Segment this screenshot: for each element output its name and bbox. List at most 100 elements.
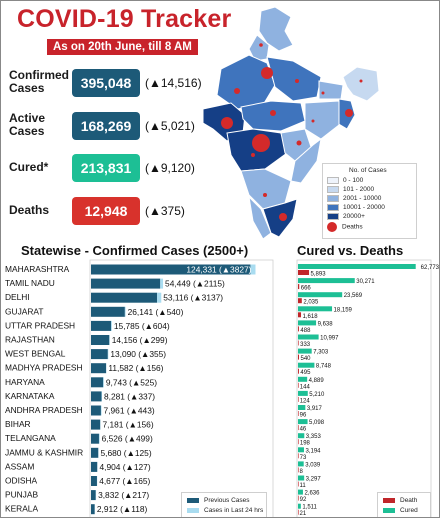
state-label: TELANGANA bbox=[5, 433, 56, 443]
bar-last24-cases bbox=[111, 320, 112, 331]
cured-deaths-chart-title: Cured vs. Deaths bbox=[297, 243, 404, 258]
death-data-label: 21 bbox=[300, 511, 307, 517]
cured-data-label: 5,098 bbox=[309, 420, 325, 426]
bar-death bbox=[298, 326, 299, 332]
bar-last24-cases bbox=[157, 292, 162, 303]
map-region-east bbox=[304, 100, 340, 140]
map-legend-swatch bbox=[327, 194, 339, 202]
cured-label: Cured* bbox=[9, 160, 49, 174]
statewise-legend: Previous Cases Cases in Last 24 hrs bbox=[181, 492, 267, 517]
bar-previous-cases bbox=[91, 476, 97, 486]
bar-previous-cases bbox=[91, 306, 125, 317]
deaths-value: 12,948 bbox=[72, 197, 140, 225]
cured-data-label: 3,917 bbox=[307, 406, 323, 412]
cured-data-label: 10,997 bbox=[320, 336, 339, 342]
legend-swatch-last24 bbox=[187, 507, 199, 513]
bar-cured bbox=[298, 447, 304, 453]
state-label: BIHAR bbox=[5, 419, 31, 429]
bar-cured bbox=[298, 376, 308, 382]
legend-item-last24: Cases in Last 24 hrs bbox=[187, 507, 263, 514]
state-label: PUNJAB bbox=[5, 490, 38, 500]
deaths-delta: (▲375) bbox=[145, 204, 185, 218]
map-legend-swatch bbox=[327, 212, 339, 220]
bar-cured bbox=[298, 320, 317, 326]
legend-label-last24: Cases in Last 24 hrs bbox=[204, 507, 264, 514]
bar-cured bbox=[298, 348, 312, 354]
india-map bbox=[202, 6, 380, 240]
bar-previous-cases bbox=[91, 278, 161, 289]
legend-swatch-death bbox=[383, 497, 395, 503]
map-legend-item: 101 - 2000 bbox=[327, 185, 374, 194]
bar-cured bbox=[298, 278, 355, 284]
state-label: GUJARAT bbox=[5, 306, 43, 316]
bar-death bbox=[298, 354, 300, 360]
bar-data-label: 26,141 (▲540) bbox=[128, 307, 184, 317]
bar-death bbox=[298, 382, 299, 388]
bar-data-label: 2,912 (▲118) bbox=[97, 504, 148, 514]
legend-label-death: Death bbox=[400, 497, 418, 504]
map-region-northeast bbox=[342, 66, 380, 102]
bar-previous-cases bbox=[91, 405, 101, 416]
cured-data-label: 1,511 bbox=[302, 505, 317, 511]
cured-data-label: 3,039 bbox=[305, 462, 321, 468]
bar-cured bbox=[298, 264, 416, 269]
death-data-label: 495 bbox=[300, 370, 311, 376]
bar-cured bbox=[298, 405, 306, 410]
bar-previous-cases bbox=[91, 363, 107, 374]
death-marker-icon bbox=[327, 222, 337, 232]
death-data-label: 11 bbox=[300, 483, 307, 489]
bar-death bbox=[298, 495, 299, 501]
legend-item-cured: Cured bbox=[383, 507, 418, 514]
legend-item-previous: Previous Cases bbox=[187, 497, 250, 504]
bar-data-label: 15,785 (▲604) bbox=[114, 321, 170, 331]
bar-previous-cases bbox=[91, 461, 98, 472]
cured-data-label: 7,303 bbox=[313, 350, 329, 356]
state-label: MADHYA PRADESH bbox=[5, 363, 83, 373]
bar-data-label: 4,904 (▲127) bbox=[99, 462, 150, 472]
death-data-label: 488 bbox=[300, 328, 311, 334]
cured-data-label: 3,194 bbox=[305, 448, 321, 454]
bar-data-label: 13,090 (▲355) bbox=[110, 349, 166, 359]
map-region-up bbox=[266, 56, 322, 102]
bar-last24-cases bbox=[250, 264, 256, 275]
death-data-label: 2,035 bbox=[303, 300, 319, 306]
death-data-label: 124 bbox=[300, 398, 311, 404]
map-legend-swatch bbox=[327, 185, 339, 193]
death-data-label: 92 bbox=[300, 497, 307, 503]
bar-cured bbox=[298, 419, 308, 425]
deaths-label: Deaths bbox=[9, 203, 50, 217]
cured-data-label: 2,636 bbox=[304, 491, 320, 497]
map-legend-item: Deaths bbox=[327, 222, 363, 232]
cured-delta: (▲9,120) bbox=[145, 161, 195, 175]
bar-data-label: 14,156 (▲299) bbox=[112, 335, 168, 345]
bar-last24-cases bbox=[160, 278, 164, 289]
cured-deaths-plot-area bbox=[296, 259, 432, 517]
bar-data-label: 53,116 (▲3137) bbox=[163, 293, 223, 303]
death-data-label: 333 bbox=[300, 342, 311, 348]
map-legend-label: 101 - 2000 bbox=[343, 186, 375, 193]
death-data-label: 96 bbox=[300, 413, 307, 419]
map-legend-item: 0 - 100 bbox=[327, 176, 363, 185]
death-data-label: 5,893 bbox=[311, 272, 327, 278]
bar-death bbox=[298, 270, 310, 275]
bar-cured bbox=[298, 475, 305, 481]
bar-data-label: 7,961 (▲443) bbox=[104, 406, 155, 416]
state-label: WEST BENGAL bbox=[5, 349, 66, 359]
map-region-rajasthan bbox=[216, 54, 276, 110]
map-legend-label: 20000+ bbox=[343, 213, 365, 220]
map-legend: No. of Cases 0 - 100 101 - 2000 2001 - 1… bbox=[322, 163, 417, 239]
bar-data-label: 7,181 (▲156) bbox=[103, 420, 154, 430]
legend-label-previous: Previous Cases bbox=[204, 497, 250, 504]
bar-death bbox=[298, 509, 299, 515]
bar-death bbox=[298, 453, 299, 459]
map-legend-swatch bbox=[327, 203, 339, 211]
bar-previous-cases bbox=[91, 433, 99, 444]
bar-data-label: 9,743 (▲525) bbox=[106, 377, 157, 387]
death-data-label: 144 bbox=[300, 384, 311, 390]
bar-death bbox=[298, 340, 299, 346]
state-label: ASSAM bbox=[5, 461, 34, 471]
state-label: KARNATAKA bbox=[5, 391, 55, 401]
state-label: MAHARASHTRA bbox=[5, 264, 70, 274]
